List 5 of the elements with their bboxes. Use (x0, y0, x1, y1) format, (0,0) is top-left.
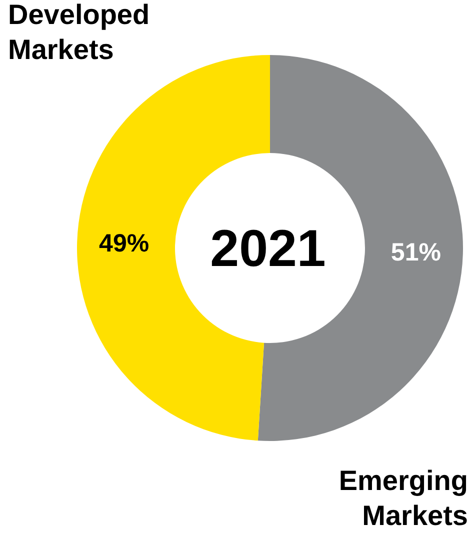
text: 2021 (210, 220, 326, 278)
data-label: 49% (99, 229, 150, 258)
slice-label: Developed Markets (8, 0, 150, 65)
data-label: 51% (390, 238, 441, 267)
slice-label: Emerging Markets (338, 465, 468, 531)
